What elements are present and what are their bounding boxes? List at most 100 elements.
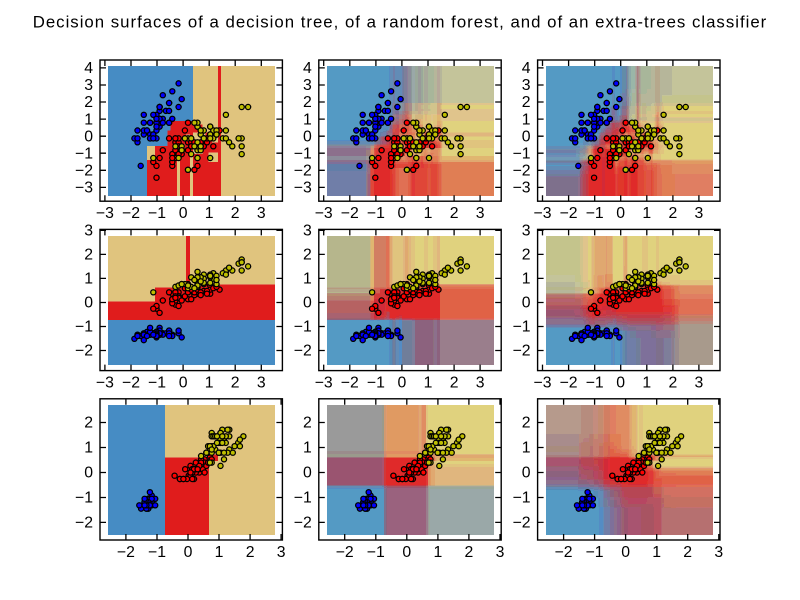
svg-text:3: 3 <box>277 544 286 561</box>
svg-text:1: 1 <box>303 440 312 457</box>
svg-text:2: 2 <box>522 415 531 432</box>
svg-text:1: 1 <box>434 544 443 561</box>
svg-text:1: 1 <box>652 544 661 561</box>
svg-text:1: 1 <box>84 111 93 128</box>
svg-text:−2: −2 <box>75 163 93 180</box>
svg-text:4: 4 <box>303 60 312 77</box>
svg-text:0: 0 <box>84 295 93 312</box>
svg-text:−2: −2 <box>341 375 359 392</box>
svg-text:−1: −1 <box>367 375 385 392</box>
svg-text:3: 3 <box>522 223 531 240</box>
svg-text:−1: −1 <box>586 205 604 222</box>
svg-text:−2: −2 <box>560 375 578 392</box>
svg-text:0: 0 <box>616 205 625 222</box>
svg-text:0: 0 <box>303 128 312 145</box>
svg-text:2: 2 <box>303 247 312 264</box>
svg-text:−1: −1 <box>148 205 166 222</box>
svg-text:−2: −2 <box>341 205 359 222</box>
svg-text:2: 2 <box>669 375 678 392</box>
svg-text:1: 1 <box>522 440 531 457</box>
svg-text:3: 3 <box>714 544 723 561</box>
svg-text:3: 3 <box>84 223 93 240</box>
svg-text:3: 3 <box>303 223 312 240</box>
svg-text:2: 2 <box>522 94 531 111</box>
svg-text:−3: −3 <box>513 180 531 197</box>
svg-text:0: 0 <box>522 128 531 145</box>
svg-text:−2: −2 <box>294 515 312 532</box>
svg-text:0: 0 <box>179 205 188 222</box>
svg-text:1: 1 <box>522 111 531 128</box>
svg-text:−1: −1 <box>148 544 166 561</box>
svg-text:−1: −1 <box>75 319 93 336</box>
svg-text:−3: −3 <box>96 375 114 392</box>
svg-text:3: 3 <box>695 375 704 392</box>
svg-text:−1: −1 <box>513 319 531 336</box>
svg-text:2: 2 <box>450 375 459 392</box>
svg-text:−1: −1 <box>513 145 531 162</box>
svg-text:2: 2 <box>683 544 692 561</box>
svg-text:2: 2 <box>231 205 240 222</box>
svg-text:3: 3 <box>522 77 531 94</box>
svg-text:−1: −1 <box>367 544 385 561</box>
svg-text:1: 1 <box>522 271 531 288</box>
svg-text:4: 4 <box>522 60 531 77</box>
svg-text:3: 3 <box>257 375 266 392</box>
svg-text:−2: −2 <box>555 544 573 561</box>
svg-text:1: 1 <box>205 205 214 222</box>
svg-text:−3: −3 <box>315 205 333 222</box>
svg-text:0: 0 <box>616 375 625 392</box>
svg-text:−2: −2 <box>294 163 312 180</box>
svg-text:1: 1 <box>303 111 312 128</box>
svg-text:0: 0 <box>398 375 407 392</box>
svg-text:3: 3 <box>695 205 704 222</box>
svg-text:2: 2 <box>522 247 531 264</box>
svg-text:−1: −1 <box>75 145 93 162</box>
svg-text:−3: −3 <box>96 205 114 222</box>
svg-text:−2: −2 <box>513 343 531 360</box>
svg-text:−2: −2 <box>75 515 93 532</box>
svg-text:0: 0 <box>522 295 531 312</box>
svg-text:0: 0 <box>522 465 531 482</box>
svg-text:−3: −3 <box>533 375 551 392</box>
svg-text:3: 3 <box>496 544 505 561</box>
svg-text:−2: −2 <box>336 544 354 561</box>
svg-text:2: 2 <box>84 415 93 432</box>
svg-text:−2: −2 <box>560 205 578 222</box>
svg-text:0: 0 <box>303 465 312 482</box>
svg-text:−2: −2 <box>75 343 93 360</box>
svg-text:−2: −2 <box>294 343 312 360</box>
svg-text:−3: −3 <box>315 375 333 392</box>
svg-text:2: 2 <box>246 544 255 561</box>
svg-text:2: 2 <box>231 375 240 392</box>
svg-text:3: 3 <box>257 205 266 222</box>
svg-text:1: 1 <box>205 375 214 392</box>
svg-text:0: 0 <box>84 128 93 145</box>
svg-text:−1: −1 <box>586 544 604 561</box>
svg-text:2: 2 <box>84 247 93 264</box>
svg-text:3: 3 <box>476 205 485 222</box>
svg-text:−1: −1 <box>75 490 93 507</box>
svg-text:0: 0 <box>621 544 630 561</box>
svg-text:1: 1 <box>424 205 433 222</box>
svg-text:2: 2 <box>303 415 312 432</box>
svg-text:1: 1 <box>84 440 93 457</box>
svg-text:1: 1 <box>642 205 651 222</box>
svg-text:3: 3 <box>84 77 93 94</box>
svg-text:Decision surfaces of a decisio: Decision surfaces of a decision tree, of… <box>33 13 768 32</box>
svg-text:−2: −2 <box>122 375 140 392</box>
svg-text:−2: −2 <box>513 163 531 180</box>
svg-text:−2: −2 <box>122 205 140 222</box>
svg-text:1: 1 <box>215 544 224 561</box>
svg-text:2: 2 <box>450 205 459 222</box>
svg-text:−2: −2 <box>117 544 135 561</box>
svg-text:0: 0 <box>398 205 407 222</box>
svg-text:−1: −1 <box>294 319 312 336</box>
svg-text:4: 4 <box>84 60 93 77</box>
svg-text:−3: −3 <box>294 180 312 197</box>
svg-text:3: 3 <box>303 77 312 94</box>
svg-text:0: 0 <box>303 295 312 312</box>
svg-text:2: 2 <box>465 544 474 561</box>
svg-text:−2: −2 <box>513 515 531 532</box>
svg-text:2: 2 <box>84 94 93 111</box>
svg-text:0: 0 <box>179 375 188 392</box>
